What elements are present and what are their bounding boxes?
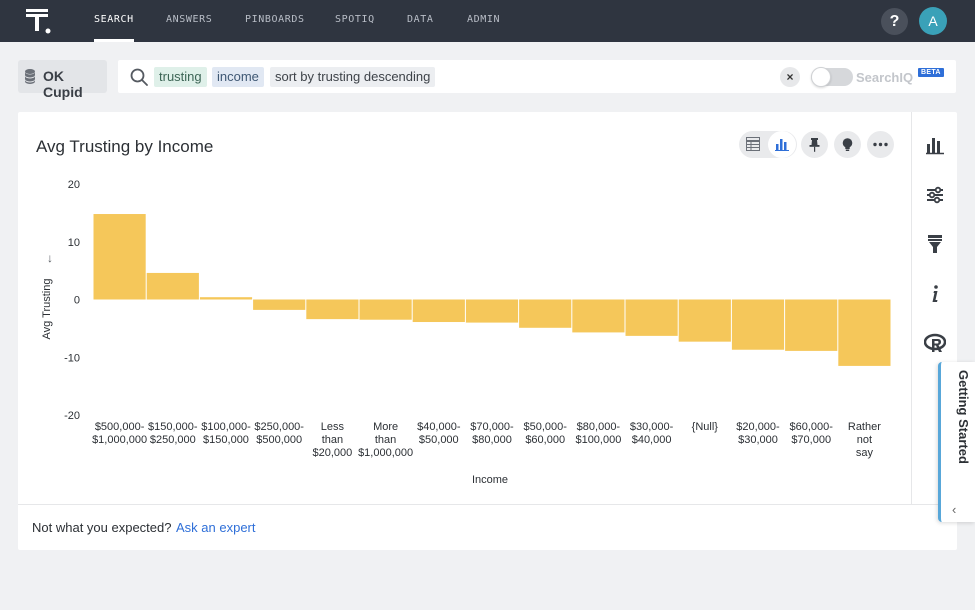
- r-analysis-icon: [924, 333, 946, 352]
- x-tick-label: $20,000-$30,000: [736, 421, 780, 446]
- x-axis-label: Income: [472, 474, 508, 486]
- getting-started-label: Getting Started: [956, 370, 971, 464]
- search-token-income[interactable]: income: [212, 67, 264, 87]
- chart-bar[interactable]: [359, 299, 412, 320]
- chart-bar[interactable]: [253, 299, 306, 310]
- bar-chart-icon: [775, 139, 789, 151]
- chart-bar[interactable]: [465, 299, 519, 323]
- chart-bar[interactable]: [146, 272, 199, 300]
- chart-bar[interactable]: [625, 299, 678, 336]
- chart-type-button[interactable]: [921, 131, 949, 159]
- chart-bar[interactable]: [199, 297, 253, 300]
- help-button[interactable]: ?: [881, 8, 908, 35]
- more-options-button[interactable]: [867, 131, 894, 158]
- info-button[interactable]: [921, 280, 949, 308]
- r-analysis-button[interactable]: [921, 329, 949, 357]
- chart-bar[interactable]: [838, 299, 891, 366]
- chart-bar[interactable]: [519, 299, 572, 328]
- x-tick-label: $80,000-$100,000: [575, 421, 621, 446]
- y-axis-label: Avg Trusting: [41, 279, 53, 340]
- data-source-name: OK Cupid: [43, 68, 83, 100]
- pin-button[interactable]: [801, 131, 828, 158]
- chart-bar[interactable]: [412, 299, 465, 323]
- chart-bar[interactable]: [93, 214, 146, 300]
- search-token-trusting[interactable]: trusting: [154, 67, 207, 87]
- x-tick-label: $50,000-$60,000: [523, 421, 567, 446]
- insights-button[interactable]: [834, 131, 861, 158]
- nav-answers[interactable]: ANSWERS: [166, 14, 213, 25]
- chart-view-button[interactable]: [768, 131, 796, 158]
- searchiq-label: SearchIQ: [856, 70, 914, 85]
- database-icon: [25, 69, 35, 84]
- visualization-switch: [739, 131, 797, 158]
- x-tick-label: $500,000-$1,000,000: [92, 421, 147, 446]
- answer-card: Avg Trusting by Income: [18, 112, 957, 550]
- x-tick-label: $150,000-$250,000: [148, 421, 198, 446]
- nav-admin[interactable]: ADMIN: [467, 14, 501, 25]
- x-tick-label: $60,000-$70,000: [789, 421, 833, 446]
- answer-title: Avg Trusting by Income: [36, 137, 214, 156]
- getting-started-tab[interactable]: Getting Started ‹: [938, 362, 975, 522]
- bar-chart: 20 10 0 -10 -20 $500,000-$1,000,000$150,000-…: [41, 179, 891, 486]
- chevron-left-icon[interactable]: ‹: [952, 502, 957, 517]
- x-tick-label: {Null}: [692, 421, 719, 433]
- info-icon: [932, 285, 938, 302]
- x-tick-label: $250,000-$500,000: [254, 421, 304, 446]
- y-tick-label: 0: [74, 295, 80, 307]
- y-tick-label: -10: [64, 352, 80, 364]
- x-tick-label: More than $1,000,000: [358, 421, 413, 459]
- search-token-sort[interactable]: sort by trusting descending: [270, 67, 436, 87]
- y-tick-label: -20: [64, 410, 80, 422]
- x-tick-label: Rather not say: [848, 421, 881, 459]
- x-tick-label: $40,000-$50,000: [417, 421, 461, 446]
- chart-bar[interactable]: [306, 299, 359, 320]
- nav-search[interactable]: SEARCH: [94, 0, 134, 42]
- feedback-question: Not what you expected?: [32, 520, 172, 535]
- x-tick-label: $70,000-$80,000: [470, 421, 514, 446]
- toggle-knob: [811, 67, 831, 87]
- searchiq-toggle[interactable]: [811, 67, 853, 87]
- settings-sliders-icon: [927, 186, 943, 204]
- table-icon[interactable]: [746, 137, 760, 151]
- y-tick-label: 20: [68, 179, 80, 191]
- x-tick-label: $100,000-$150,000: [201, 421, 251, 446]
- chart-bar[interactable]: [785, 299, 838, 351]
- x-tick-label: Less than $20,000: [313, 421, 353, 459]
- chart-settings-button[interactable]: [921, 181, 949, 209]
- chart-bar[interactable]: [572, 299, 625, 333]
- y-tick-label: 10: [68, 237, 80, 249]
- chart-bar[interactable]: [678, 299, 731, 342]
- nav-pinboards[interactable]: PINBOARDS: [245, 14, 305, 25]
- chart-bar[interactable]: [731, 299, 785, 350]
- lightbulb-icon: [842, 138, 853, 151]
- clear-search-button[interactable]: ×: [780, 67, 800, 87]
- card-divider-horizontal: [18, 504, 957, 505]
- thoughtspot-logo[interactable]: [26, 9, 52, 35]
- nav-spotiq[interactable]: SPOTIQ: [335, 14, 375, 25]
- pin-icon: [809, 138, 820, 152]
- chart-type-icon: [926, 138, 944, 155]
- x-tick-label: $30,000-$40,000: [630, 421, 674, 446]
- card-divider-vertical: [911, 112, 912, 504]
- search-bar[interactable]: trusting income sort by trusting descend…: [118, 60, 956, 93]
- ask-expert-link[interactable]: Ask an expert: [176, 520, 256, 535]
- top-nav-bar: SEARCH ANSWERS PINBOARDS SPOTIQ DATA ADM…: [0, 0, 975, 42]
- more-icon: [873, 142, 888, 147]
- search-icon: [130, 68, 148, 86]
- chart-area: 20 10 0 -10 -20 $500,000-$1,000,000 $150,000-…: [18, 172, 911, 502]
- sort-descending-indicator[interactable]: ↓: [47, 251, 53, 265]
- filter-button[interactable]: [921, 230, 949, 258]
- nav-data[interactable]: DATA: [407, 14, 434, 25]
- data-source-selector[interactable]: OK Cupid: [18, 60, 107, 100]
- filter-icon: [928, 235, 942, 253]
- user-avatar[interactable]: A: [919, 7, 947, 35]
- beta-badge: BETA: [918, 68, 944, 77]
